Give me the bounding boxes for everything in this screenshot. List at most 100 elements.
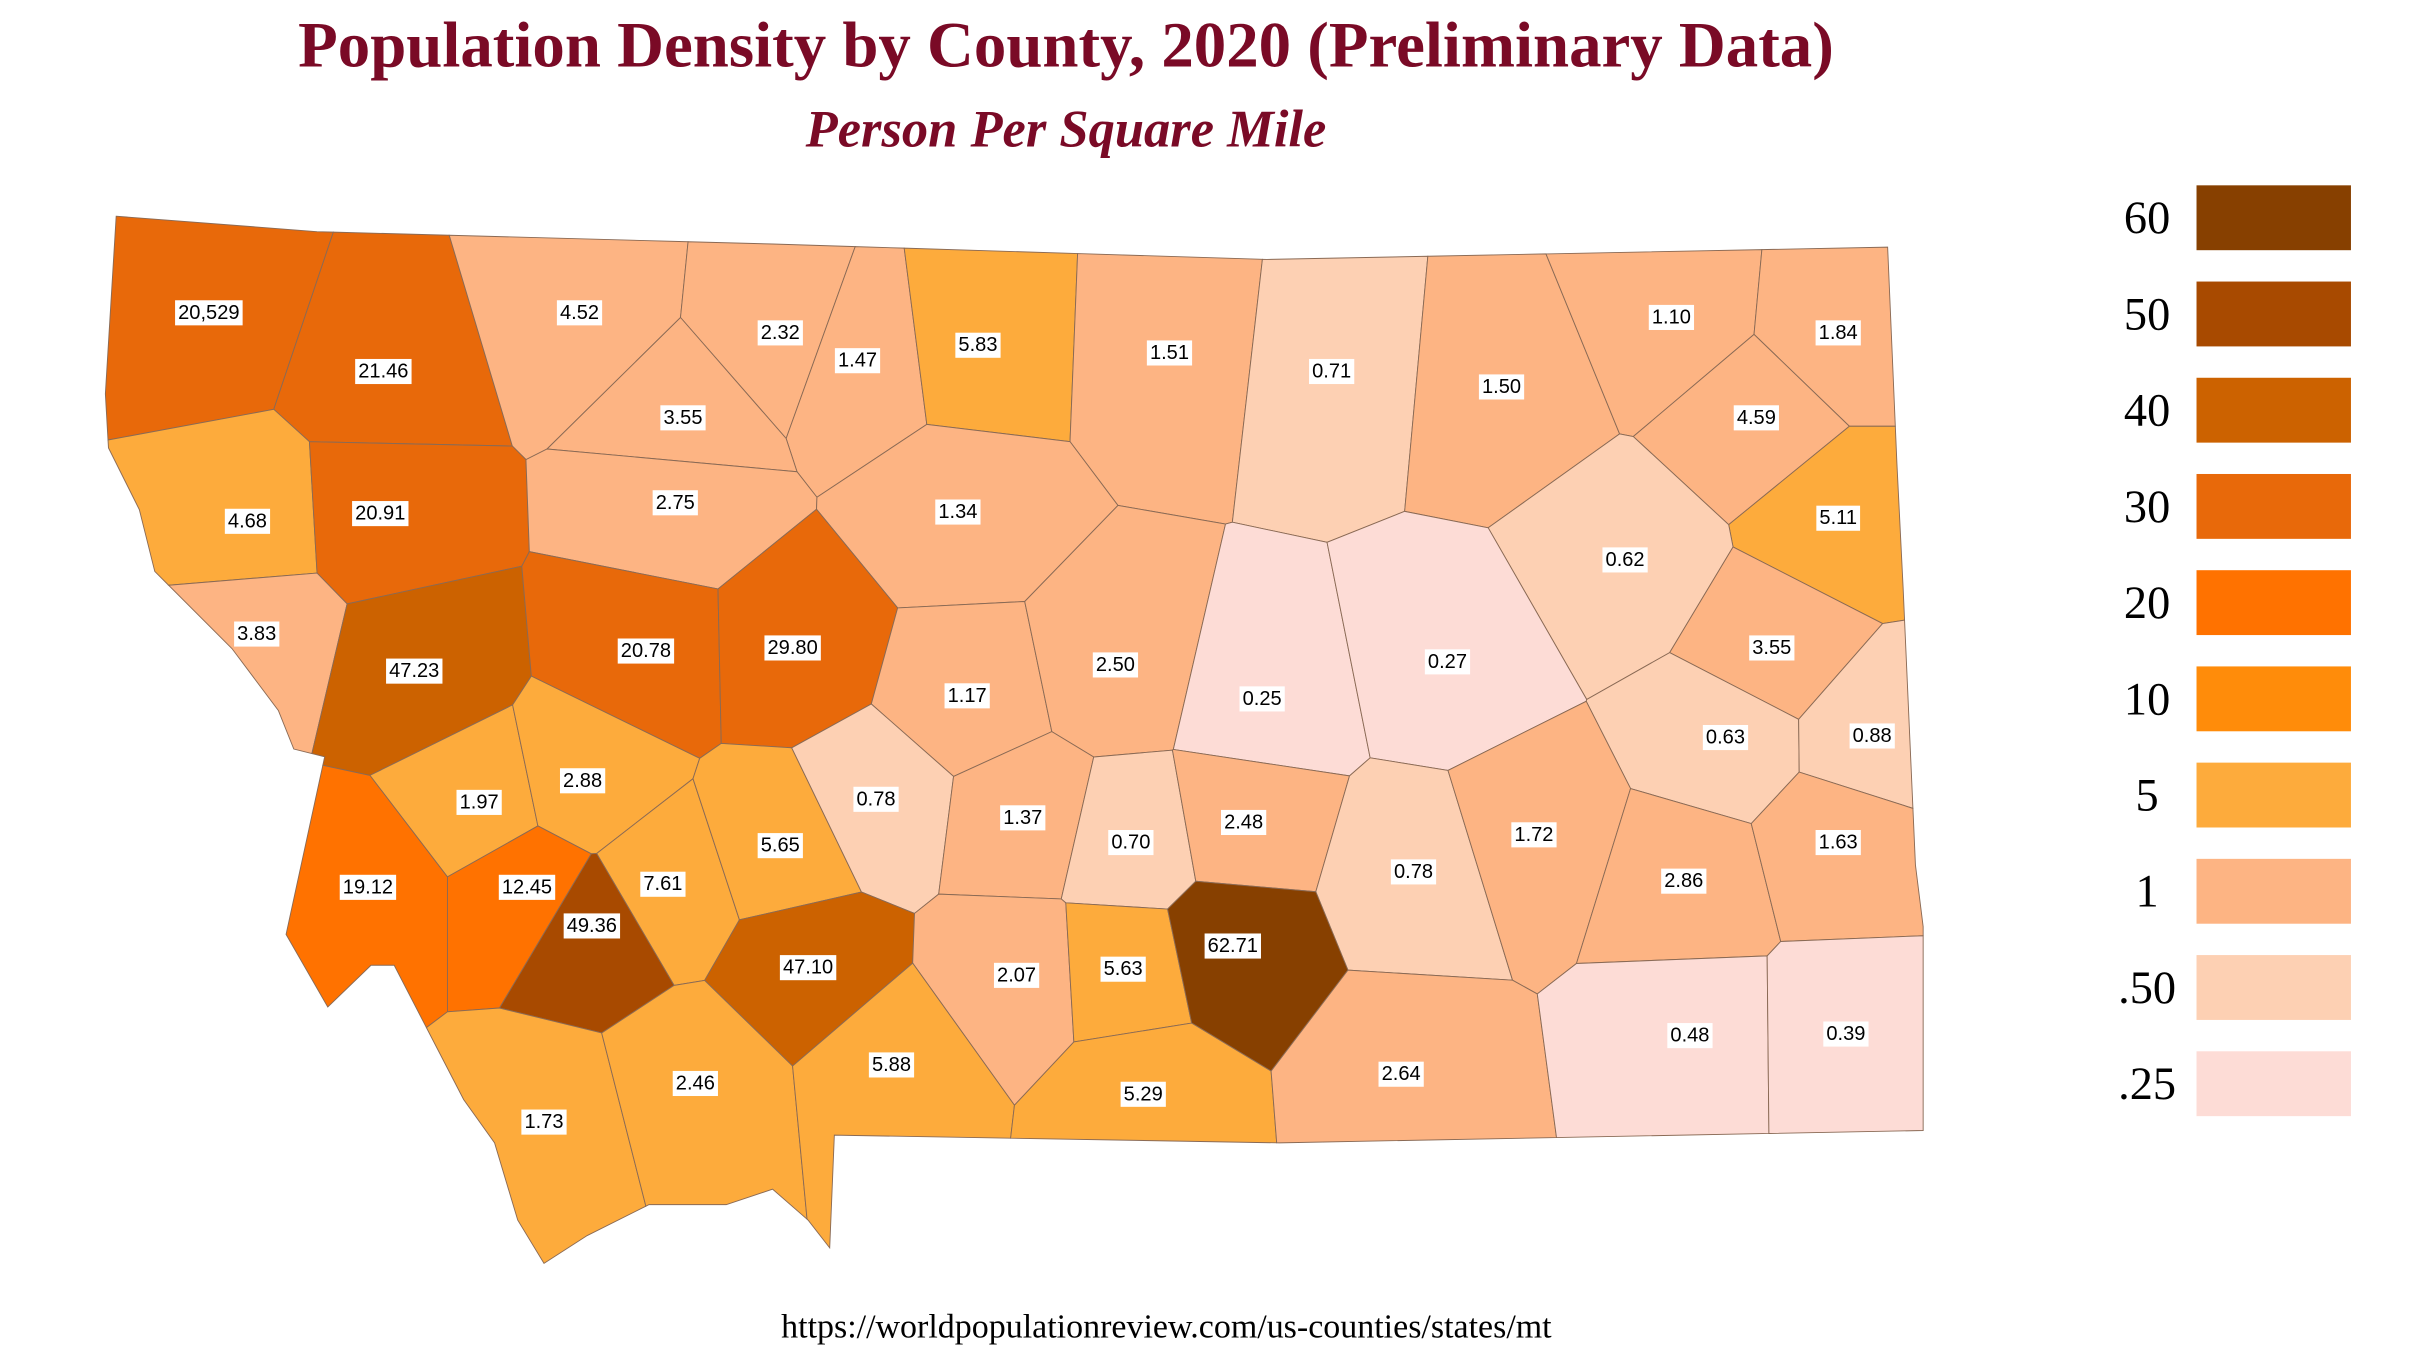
county-value: 2.75	[656, 492, 695, 514]
label-box	[1092, 652, 1139, 678]
county-value: 5.11	[1819, 507, 1857, 529]
county-value: 0.62	[1606, 549, 1645, 571]
label-box	[1478, 374, 1525, 400]
label-box	[1511, 822, 1557, 848]
county	[107, 408, 318, 586]
label-box	[1120, 1081, 1166, 1107]
label-box	[1100, 956, 1146, 982]
label-box	[1602, 547, 1648, 573]
label-box	[1702, 724, 1749, 751]
label-box	[853, 786, 899, 812]
label-box	[757, 320, 803, 346]
label-box	[1661, 868, 1707, 894]
county-value: 47.10	[783, 957, 833, 979]
county-value: 0.78	[857, 788, 896, 810]
county-value: 47.23	[389, 660, 439, 682]
label-box	[1816, 505, 1861, 531]
label-box	[935, 499, 981, 525]
title: Population Density by County, 2020 (Prel…	[298, 9, 1834, 81]
county-value: 5.63	[1104, 958, 1143, 980]
legend-label: 60	[2124, 193, 2170, 244]
county	[1798, 619, 1914, 810]
county-labels: 20,529 21.46 4.52 2.32 1.47 5.83 1.51 0.71 1.50 1…	[175, 300, 1895, 1135]
label-box	[1648, 304, 1695, 330]
county-value: 4.68	[228, 510, 267, 532]
county-value: 3.83	[237, 623, 276, 645]
label-box	[779, 955, 837, 981]
label-box	[1204, 933, 1261, 959]
county-value: 1.97	[460, 791, 499, 813]
county-value: 4.59	[1737, 407, 1776, 429]
county	[167, 572, 348, 755]
legend-swatch	[2196, 666, 2351, 732]
county-value: 1.51	[1150, 342, 1189, 364]
county	[601, 979, 808, 1221]
legend-swatch	[2196, 281, 2351, 347]
label-box	[1220, 809, 1267, 836]
county-value: 49.36	[567, 915, 617, 937]
label-box	[1667, 1023, 1713, 1049]
legend-swatch	[2196, 955, 2351, 1020]
source-url: https://worldpopulationreview.com/us-cou…	[781, 1308, 1552, 1345]
county-value: 12.45	[502, 876, 552, 898]
label-box	[757, 833, 803, 859]
county	[1536, 955, 1770, 1139]
county-value: 1.73	[524, 1111, 563, 1133]
label-box	[1239, 686, 1285, 712]
county-value: 3.55	[663, 407, 702, 429]
county-value: 0.48	[1670, 1025, 1709, 1047]
county-value: 20,529	[178, 302, 239, 324]
county-value: 1.63	[1819, 832, 1858, 854]
label-box	[559, 768, 606, 794]
label-box	[1849, 723, 1895, 749]
county-value: 2.46	[676, 1072, 715, 1094]
county-value: 4.52	[560, 302, 599, 324]
legend-swatch	[2196, 377, 2351, 443]
county-value: 7.61	[643, 873, 682, 895]
county-value: 5.83	[958, 334, 997, 356]
label-box	[556, 300, 603, 326]
label-box	[1823, 1021, 1869, 1047]
county-value: 1.10	[1652, 306, 1691, 328]
legend-swatch	[2196, 762, 2351, 828]
county-value: 62.71	[1208, 935, 1258, 957]
legend-label: 1	[2136, 867, 2159, 918]
county-value: 20.91	[355, 503, 405, 525]
label-box	[955, 332, 1001, 358]
label-box	[1146, 340, 1193, 366]
county-value: 0.39	[1826, 1023, 1865, 1045]
label-box	[1108, 830, 1154, 856]
county-value: 2.07	[997, 964, 1036, 986]
label-box	[1733, 405, 1779, 431]
label-box	[834, 348, 881, 374]
county-value: 29.80	[768, 637, 818, 659]
label-box	[993, 962, 1040, 988]
county-value: 2.32	[761, 322, 800, 344]
county-value: 19.12	[343, 876, 393, 898]
county	[1231, 255, 1429, 543]
label-box	[1815, 320, 1861, 346]
county-value: 0.78	[1394, 861, 1433, 883]
county-value: 20.78	[621, 640, 671, 662]
legend-label: 20	[2124, 578, 2170, 629]
legend-label: 50	[2124, 289, 2170, 340]
legend-swatch	[2196, 185, 2351, 251]
legend-swatch	[2196, 858, 2351, 924]
county-value: 0.63	[1706, 727, 1745, 749]
legend: 60 50 40 30 20 10 5 1 .50 .25	[2118, 185, 2351, 1117]
county-value: 2.48	[1224, 811, 1263, 833]
label-box	[1378, 1061, 1424, 1087]
county-value: 5.65	[761, 835, 800, 857]
county	[425, 1007, 647, 1264]
county-value: 0.88	[1853, 725, 1892, 747]
label-box	[1749, 635, 1795, 661]
county-value: 2.64	[1382, 1063, 1421, 1085]
county-value: 0.71	[1312, 361, 1351, 383]
label-box	[944, 683, 990, 709]
county	[792, 962, 1015, 1250]
legend-label: 5	[2136, 771, 2159, 822]
label-box	[1815, 830, 1861, 856]
legend-label: 10	[2124, 674, 2170, 725]
label-box	[1424, 649, 1471, 675]
